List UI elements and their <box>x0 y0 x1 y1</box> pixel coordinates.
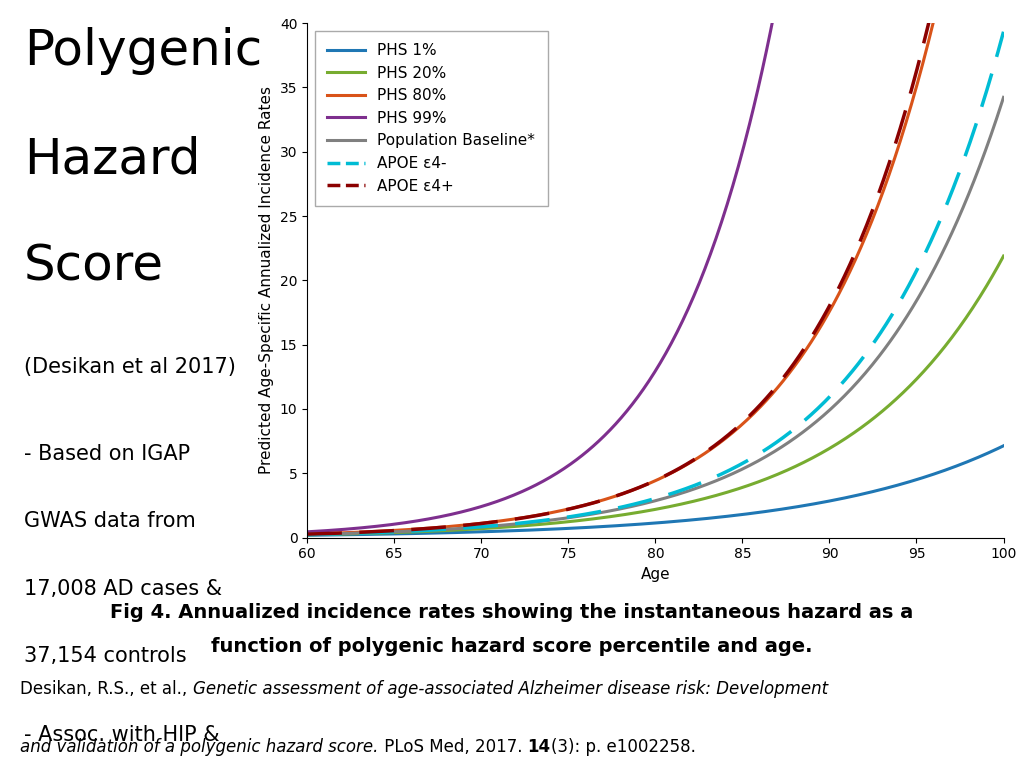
Text: Hazard: Hazard <box>25 135 201 183</box>
Line: APOE ε4-: APOE ε4- <box>307 31 1004 535</box>
Text: Desikan, R.S., et al.,: Desikan, R.S., et al., <box>20 680 193 698</box>
PHS 80% <box>871 200 884 210</box>
PHS 20% <box>678 499 690 508</box>
APOE ε4+ <box>632 483 644 492</box>
PHS 1% <box>678 516 690 525</box>
Population Baseline* <box>716 474 728 483</box>
Text: GWAS data from: GWAS data from <box>25 511 196 531</box>
PHS 99% <box>301 527 313 536</box>
PHS 99% <box>632 392 644 402</box>
PHS 80% <box>678 462 690 471</box>
Text: Fig 4. Annualized incidence rates showing the instantaneous hazard as a: Fig 4. Annualized incidence rates showin… <box>111 603 913 622</box>
Population Baseline* <box>632 501 644 510</box>
Line: Population Baseline*: Population Baseline* <box>307 98 1004 535</box>
APOE ε4+ <box>678 461 690 470</box>
Text: 14: 14 <box>527 738 551 756</box>
Text: (3): p. e1002258.: (3): p. e1002258. <box>551 738 695 756</box>
Population Baseline* <box>301 530 313 539</box>
PHS 1% <box>997 441 1010 450</box>
Y-axis label: Predicted Age-Specific Annualized Incidence Rates: Predicted Age-Specific Annualized Incide… <box>259 86 274 475</box>
PHS 20% <box>632 508 644 517</box>
PHS 1% <box>301 531 313 540</box>
Population Baseline* <box>636 499 648 508</box>
PHS 80% <box>301 529 313 538</box>
Line: PHS 80%: PHS 80% <box>307 0 1004 534</box>
Text: Score: Score <box>25 243 164 291</box>
APOE ε4+ <box>716 435 728 445</box>
Line: PHS 20%: PHS 20% <box>307 256 1004 535</box>
Population Baseline* <box>871 353 884 362</box>
PHS 1% <box>636 519 648 528</box>
APOE ε4- <box>636 498 648 507</box>
PHS 1% <box>981 449 993 458</box>
PHS 1% <box>632 520 644 529</box>
APOE ε4- <box>981 86 993 95</box>
APOE ε4- <box>997 27 1010 36</box>
PHS 80% <box>636 482 648 491</box>
PHS 20% <box>871 410 884 419</box>
APOE ε4+ <box>871 191 884 200</box>
Text: function of polygenic hazard score percentile and age.: function of polygenic hazard score perce… <box>211 637 813 657</box>
APOE ε4+ <box>301 529 313 538</box>
PHS 80% <box>716 437 728 446</box>
APOE ε4- <box>871 332 884 341</box>
Line: APOE ε4+: APOE ε4+ <box>307 0 1004 534</box>
Text: - Assoc. with HIP &: - Assoc. with HIP & <box>25 724 220 744</box>
Line: PHS 99%: PHS 99% <box>307 0 1004 531</box>
PHS 20% <box>636 507 648 516</box>
Legend: PHS 1%, PHS 20%, PHS 80%, PHS 99%, Population Baseline*, APOE ε4-, APOE ε4+: PHS 1%, PHS 20%, PHS 80%, PHS 99%, Popul… <box>314 31 548 206</box>
PHS 20% <box>716 489 728 498</box>
Text: 17,008 AD cases &: 17,008 AD cases & <box>25 578 222 598</box>
APOE ε4+ <box>636 482 648 491</box>
Line: PHS 1%: PHS 1% <box>307 445 1004 535</box>
PHS 99% <box>636 386 648 396</box>
Text: and validation of a polygenic hazard score.: and validation of a polygenic hazard sco… <box>20 738 379 756</box>
PHS 20% <box>981 281 993 290</box>
Text: 37,154 controls: 37,154 controls <box>25 646 186 666</box>
Text: Polygenic: Polygenic <box>25 27 262 75</box>
Text: (Desikan et al 2017): (Desikan et al 2017) <box>25 357 236 377</box>
PHS 20% <box>301 530 313 539</box>
APOE ε4- <box>678 485 690 494</box>
APOE ε4- <box>716 469 728 478</box>
PHS 99% <box>678 313 690 323</box>
Population Baseline* <box>981 142 993 151</box>
PHS 1% <box>871 485 884 495</box>
PHS 20% <box>997 251 1010 260</box>
Text: - Based on IGAP: - Based on IGAP <box>25 445 190 465</box>
Population Baseline* <box>997 93 1010 102</box>
X-axis label: Age: Age <box>641 567 670 582</box>
APOE ε4- <box>632 498 644 508</box>
Population Baseline* <box>678 488 690 497</box>
PHS 99% <box>716 217 728 227</box>
PHS 80% <box>632 483 644 492</box>
Text: Genetic assessment of age-associated Alzheimer disease risk: Development: Genetic assessment of age-associated Alz… <box>193 680 828 698</box>
PHS 1% <box>716 512 728 521</box>
APOE ε4- <box>301 530 313 539</box>
Text: PLoS Med, 2017.: PLoS Med, 2017. <box>379 738 527 756</box>
